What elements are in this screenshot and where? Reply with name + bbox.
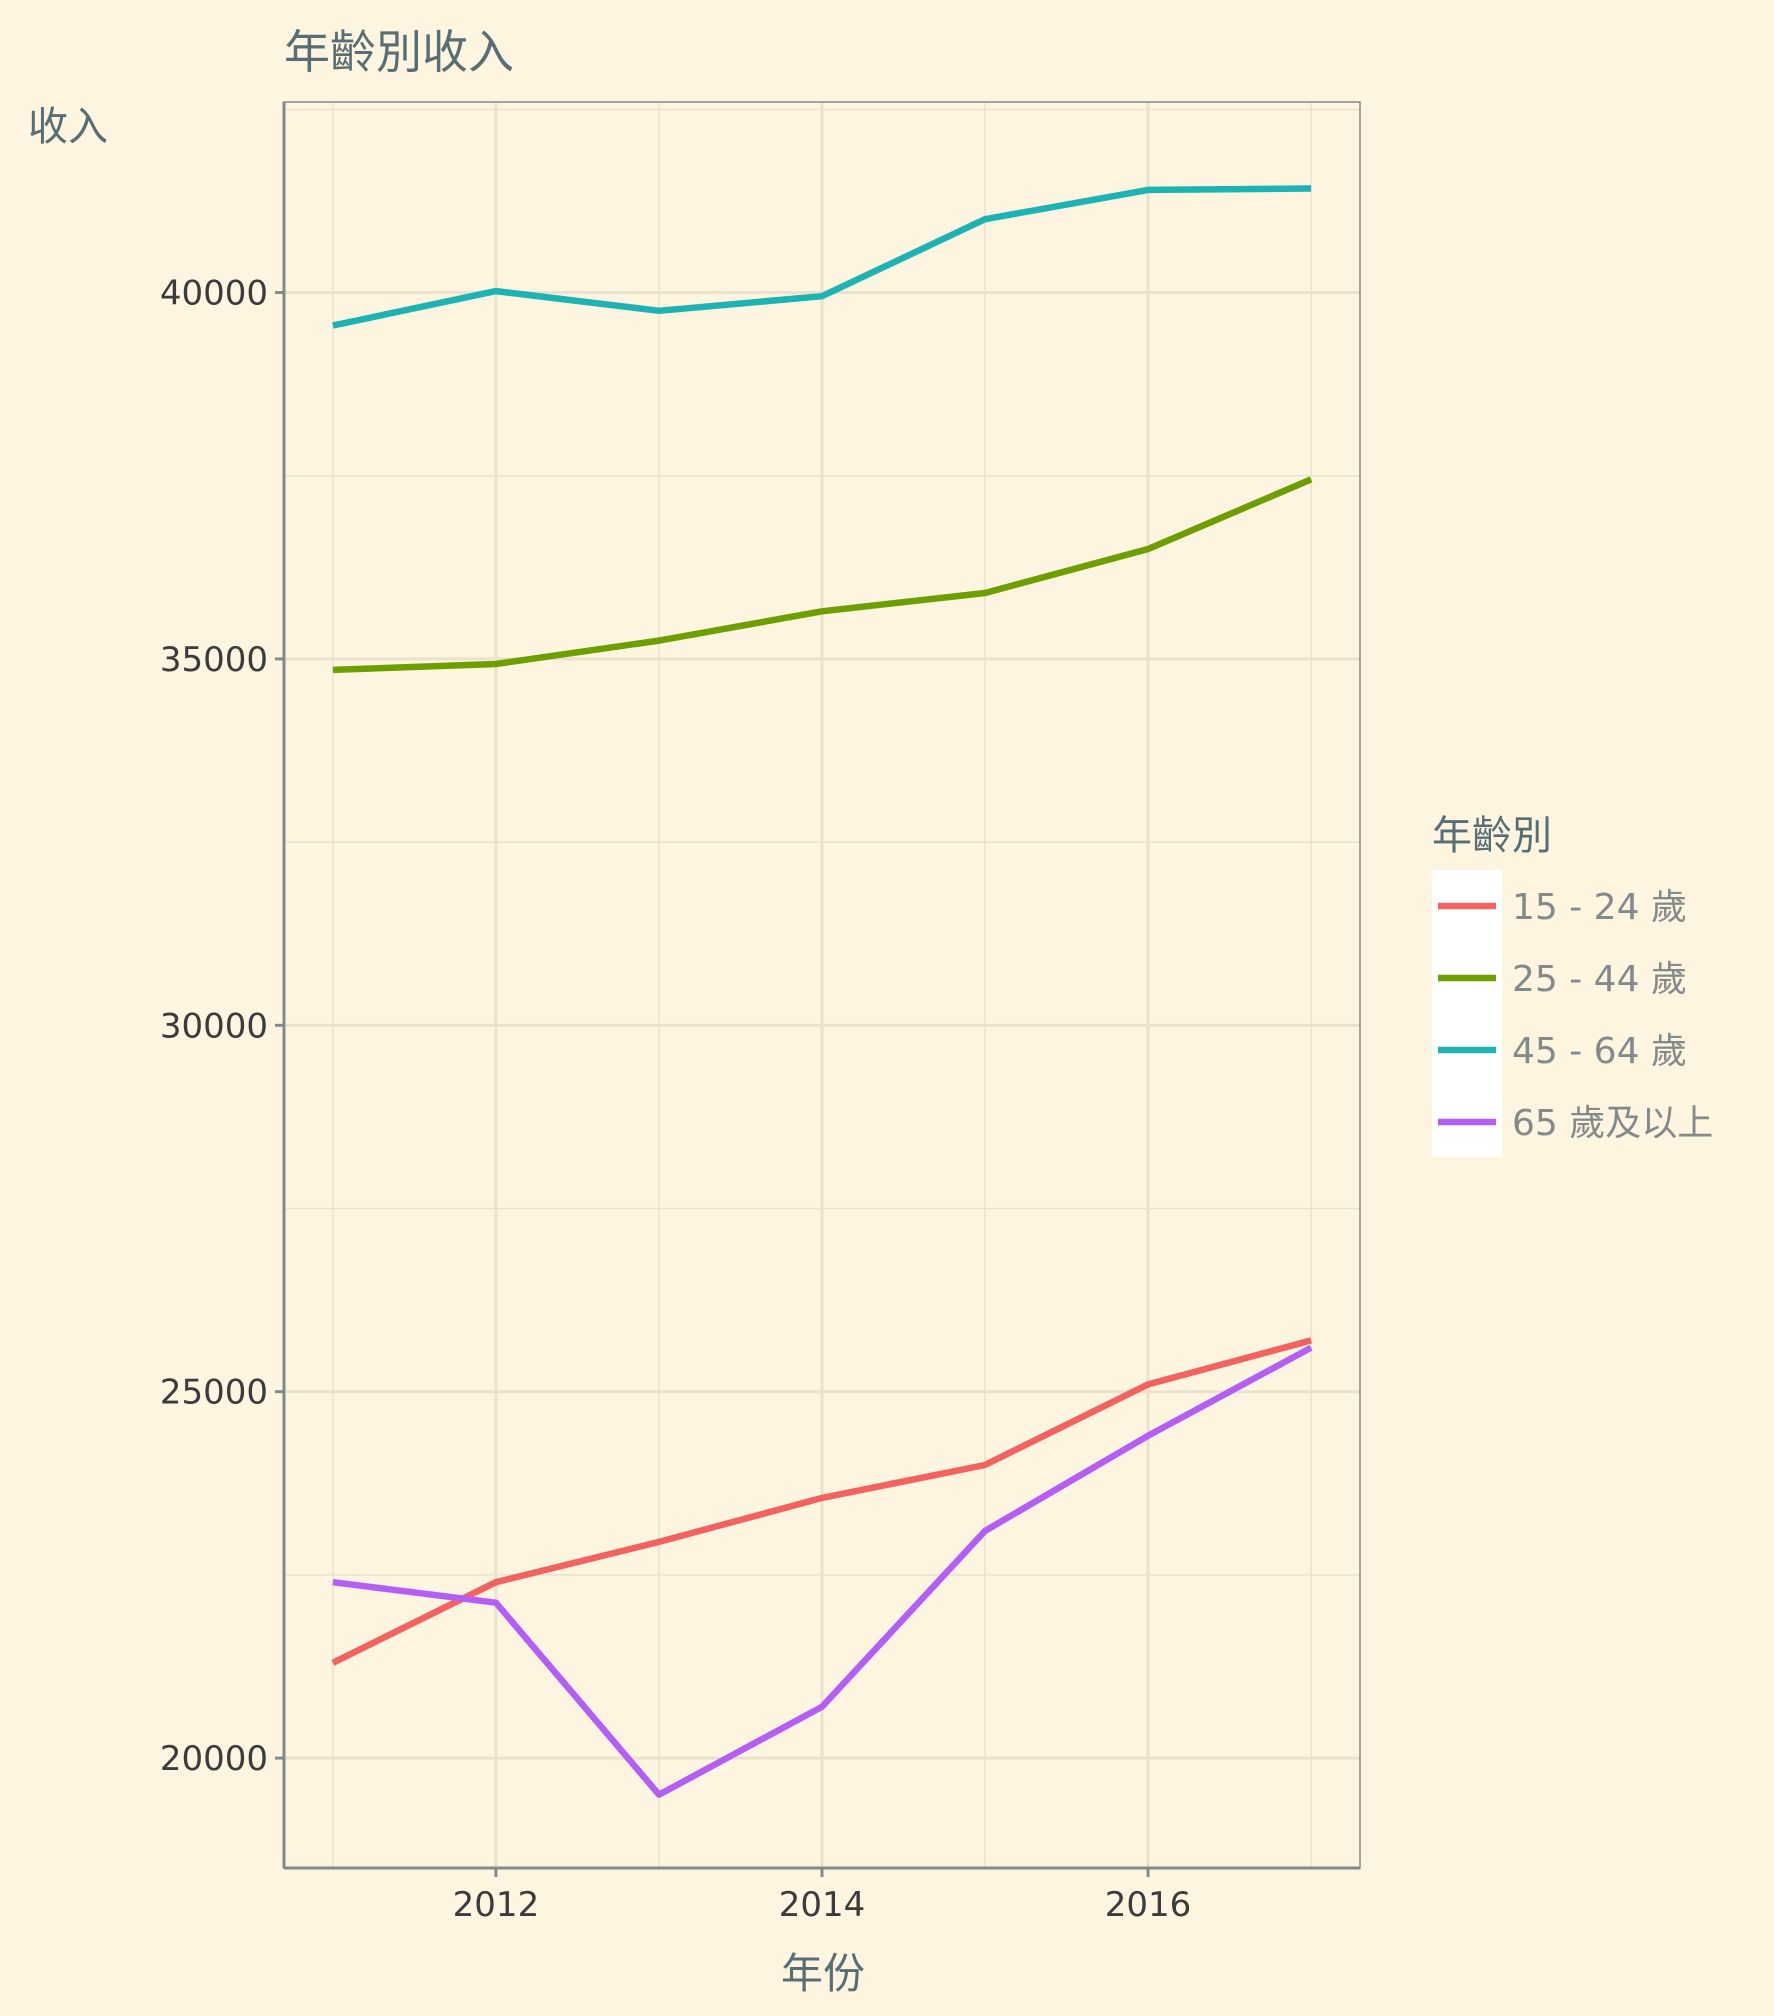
x-tick-label: 2012: [453, 1885, 540, 1925]
x-tick-label: 2016: [1105, 1885, 1192, 1925]
chart-title: 年齡別收入: [284, 25, 514, 79]
legend: 年齡別 15 - 24 歲 25 - 44 歲 45 - 64 歲 65 歲及以上: [1432, 813, 1713, 1157]
x-axis-label: 年份: [781, 1949, 865, 1998]
axes: 20000 25000 30000 35000 40000 2012 2014 2016: [160, 101, 1361, 1925]
x-tick-label: 2014: [779, 1885, 866, 1925]
series-line-1: [331, 1337, 1312, 1666]
series-line-2: [332, 476, 1313, 674]
legend-key-background: [1432, 870, 1502, 1157]
series-lines: [331, 185, 1313, 1798]
y-tick-label: 35000: [160, 640, 268, 680]
y-tick-label: 40000: [160, 274, 268, 314]
legend-label-2: 25 - 44 歲: [1512, 959, 1687, 1000]
grid-lines: [284, 102, 1360, 1868]
y-tick-label: 20000: [160, 1739, 268, 1779]
legend-title: 年齡別: [1432, 813, 1552, 859]
y-tick-label: 30000: [160, 1006, 268, 1046]
y-tick-label: 25000: [160, 1373, 268, 1413]
series-line-3: [332, 185, 1312, 329]
series-line-4: [332, 1344, 1313, 1798]
legend-label-4: 65 歲及以上: [1512, 1103, 1713, 1144]
legend-label-3: 45 - 64 歲: [1512, 1031, 1687, 1072]
legend-label-1: 15 - 24 歲: [1512, 887, 1687, 928]
y-axis-label: 收入: [28, 104, 108, 150]
